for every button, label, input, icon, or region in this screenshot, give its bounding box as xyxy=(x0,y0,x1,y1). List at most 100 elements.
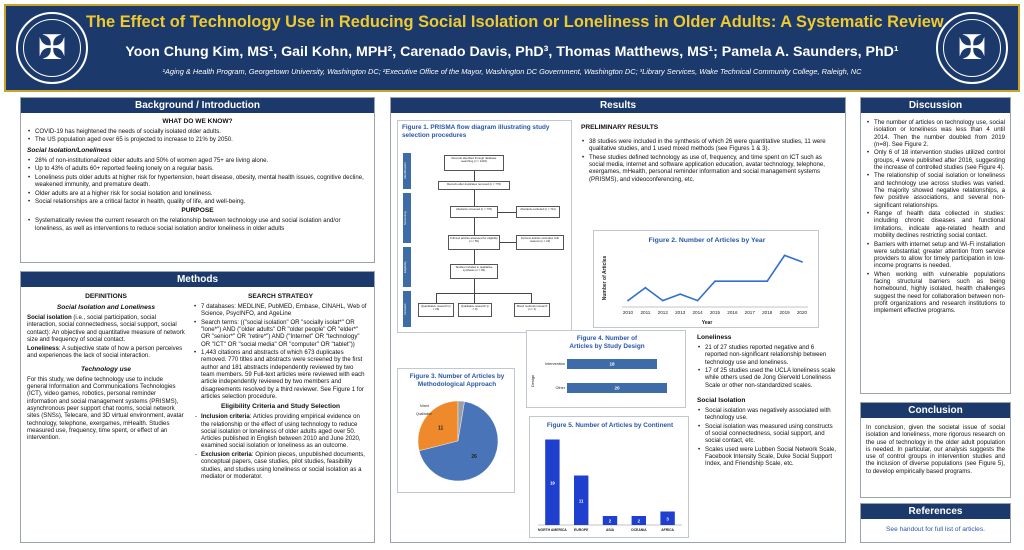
flow-box-full-text-assessed: Full-text articles assessed for eligibil… xyxy=(448,235,500,250)
conclusion-header: Conclusion xyxy=(861,403,1010,418)
x-tick-label: 2012 xyxy=(658,310,669,315)
series-line xyxy=(627,254,803,302)
conclusion-body: In conclusion, given the societal issue … xyxy=(866,424,1005,493)
references-panel: References See handout for full list of … xyxy=(860,503,1011,543)
bar xyxy=(602,516,618,525)
list-item: The number of articles on technology use… xyxy=(866,119,1005,148)
data-point xyxy=(801,260,803,263)
figure-5-by-continent: Figure 5. Number of Articles by Continen… xyxy=(529,416,689,538)
social-isolation-heading: Social Isolation xyxy=(697,396,746,404)
x-tick-label: ASIA xyxy=(606,528,615,532)
pie-slice xyxy=(418,401,499,482)
loneliness-heading: Loneliness xyxy=(697,334,732,341)
list-item: 28% of non-institutionalized older adult… xyxy=(27,157,368,165)
list-item: 7 databases: MEDLINE, PubMED, Embase, CI… xyxy=(193,303,368,318)
bar-value-label: 2 xyxy=(609,519,612,524)
references-link[interactable]: See handout for full list of articles. xyxy=(886,526,985,533)
list-item: Loneliness puts older adults at higher r… xyxy=(27,174,368,189)
x-tick-label: AFRICA xyxy=(661,528,674,532)
list-item: Social isolation was negatively associat… xyxy=(697,407,837,422)
bar-value-label: 18 xyxy=(609,362,615,367)
list-item: The relationship of social isolation or … xyxy=(866,172,1005,208)
list-item: Up to 43% of adults 60+ reported feeling… xyxy=(27,165,368,173)
search-list: 7 databases: MEDLINE, PubMED, Embase, CI… xyxy=(193,303,368,400)
x-tick-label: 2016 xyxy=(727,310,738,315)
y-tick-label: Other xyxy=(556,386,566,390)
slice-value-label: 11 xyxy=(438,425,444,431)
chart-title: Figure 3. Number of Articles by xyxy=(410,373,505,380)
figure-3-chart: Figure 3. Number of Articles byMethodolo… xyxy=(410,373,505,482)
isolation-heading: Social Isolation/Loneliness xyxy=(27,146,112,154)
list-item: 1,443 citations and abstracts of which 6… xyxy=(193,349,368,400)
social-isolation-definition: Social isolation (i.e., social participa… xyxy=(27,314,185,343)
x-tick-label: 2017 xyxy=(745,310,756,315)
phase-screening: Screening xyxy=(403,193,411,243)
list-item: Social isolation was measured using cons… xyxy=(697,423,837,445)
isolation-list: 28% of non-institutionalized older adult… xyxy=(27,157,368,206)
loneliness-list: 21 of 27 studies reported negative and 6… xyxy=(697,344,837,389)
chart-title: Figure 5. Number of Articles by Continen… xyxy=(547,422,674,429)
list-item: 38 studies were included in the synthesi… xyxy=(581,138,837,153)
chart-title-line-2: Articles by Study Design xyxy=(569,343,644,350)
data-point xyxy=(766,280,769,283)
background-panel: Background / Introduction WHAT DO WE KNO… xyxy=(20,97,375,263)
methods-header: Methods xyxy=(21,272,374,287)
chart-title-line-2: Methodological Approach xyxy=(418,381,496,388)
list-item: The US population aged over 65 is projec… xyxy=(27,136,368,144)
chart-title: Figure 4. Number of xyxy=(577,335,638,342)
x-tick-label: 2015 xyxy=(710,310,721,315)
figure-3-methodological-approach: Figure 3. Number of Articles by Methodolo… xyxy=(397,368,515,493)
exclusion-criteria: Exclusion criteria: Opinion pieces, unpu… xyxy=(193,451,368,480)
title-banner: ✠ ✠ The Effect of Technology Use in Redu… xyxy=(4,4,1020,92)
data-point xyxy=(714,280,716,283)
list-item: COVID-19 has heightened the needs of soc… xyxy=(27,128,368,136)
y-tick-label: Intervention xyxy=(545,362,565,366)
definitions-subheading: Social Isolation and Loneliness xyxy=(56,304,156,311)
bar xyxy=(660,511,675,525)
bar xyxy=(545,439,560,525)
list-item: Social relationships are a critical fact… xyxy=(27,198,368,206)
methods-panel: Methods DEFINITIONS Social Isolation and… xyxy=(20,271,375,543)
slice-category-label: Qualitative xyxy=(416,412,432,416)
flow-box-studies-included: Studies included in qualitative synthesi… xyxy=(450,264,498,279)
data-point xyxy=(627,299,629,302)
preliminary-results: PRELIMINARY RESULTS 38 studies were incl… xyxy=(581,122,837,184)
x-tick-label: NORTH AMERICA xyxy=(538,528,567,532)
flow-box-full-text-excluded: Full-text articles excluded, with reason… xyxy=(516,235,564,250)
university-seal-left: ✠ xyxy=(16,12,88,84)
social-isolation-list: Social isolation was negatively associat… xyxy=(697,407,837,468)
flow-box-duplicates-removed: Records after duplicates removed (n = 77… xyxy=(438,181,510,190)
data-point xyxy=(661,299,664,302)
discussion-header: Discussion xyxy=(861,98,1010,113)
data-point xyxy=(783,254,786,257)
definitions-heading: DEFINITIONS xyxy=(85,293,127,300)
technology-definition: For this study, we define technology use… xyxy=(27,375,184,442)
x-tick-label: 2013 xyxy=(675,310,686,315)
slice-category-label: Mixed xyxy=(420,404,429,408)
x-tick-label: EUROPE xyxy=(574,528,589,532)
bar xyxy=(574,475,589,525)
university-seal-right: ✠ xyxy=(936,12,1008,84)
phase-identification: Identification xyxy=(403,153,411,189)
chart-title: Figure 2. Number of Articles by Year xyxy=(649,237,766,244)
data-point xyxy=(731,280,734,283)
technology-subheading: Technology use xyxy=(81,365,131,373)
criteria-list: Inclusion criteria: Articles providing e… xyxy=(193,413,368,480)
slice-value-label: 26 xyxy=(471,454,477,460)
flow-box-abstracts-screened: Abstracts screened (n = 770) xyxy=(450,206,498,218)
x-tick-label: OCEANIA xyxy=(631,528,647,532)
figure-2-articles-by-year: Figure 2. Number of Articles by Year 2010… xyxy=(593,230,819,328)
flow-box-qualitative: Qualitative research (n = 9) xyxy=(458,303,492,317)
list-item: When working with vulnerable populations… xyxy=(866,271,1005,315)
data-point xyxy=(748,280,751,283)
bar-value-label: 20 xyxy=(614,386,620,391)
list-item: Range of health data collected in studie… xyxy=(866,210,1005,239)
list-item: 17 of 25 studies used the UCLA lonelines… xyxy=(697,367,837,389)
bar-value-label: 3 xyxy=(666,516,669,521)
phase-included: Included xyxy=(403,291,411,327)
data-point xyxy=(696,299,699,302)
list-item: Barriers with internet setup and Wi-Fi i… xyxy=(866,241,1005,270)
figure-4-study-design: Figure 4. Number of Articles by Study Des… xyxy=(526,330,686,408)
